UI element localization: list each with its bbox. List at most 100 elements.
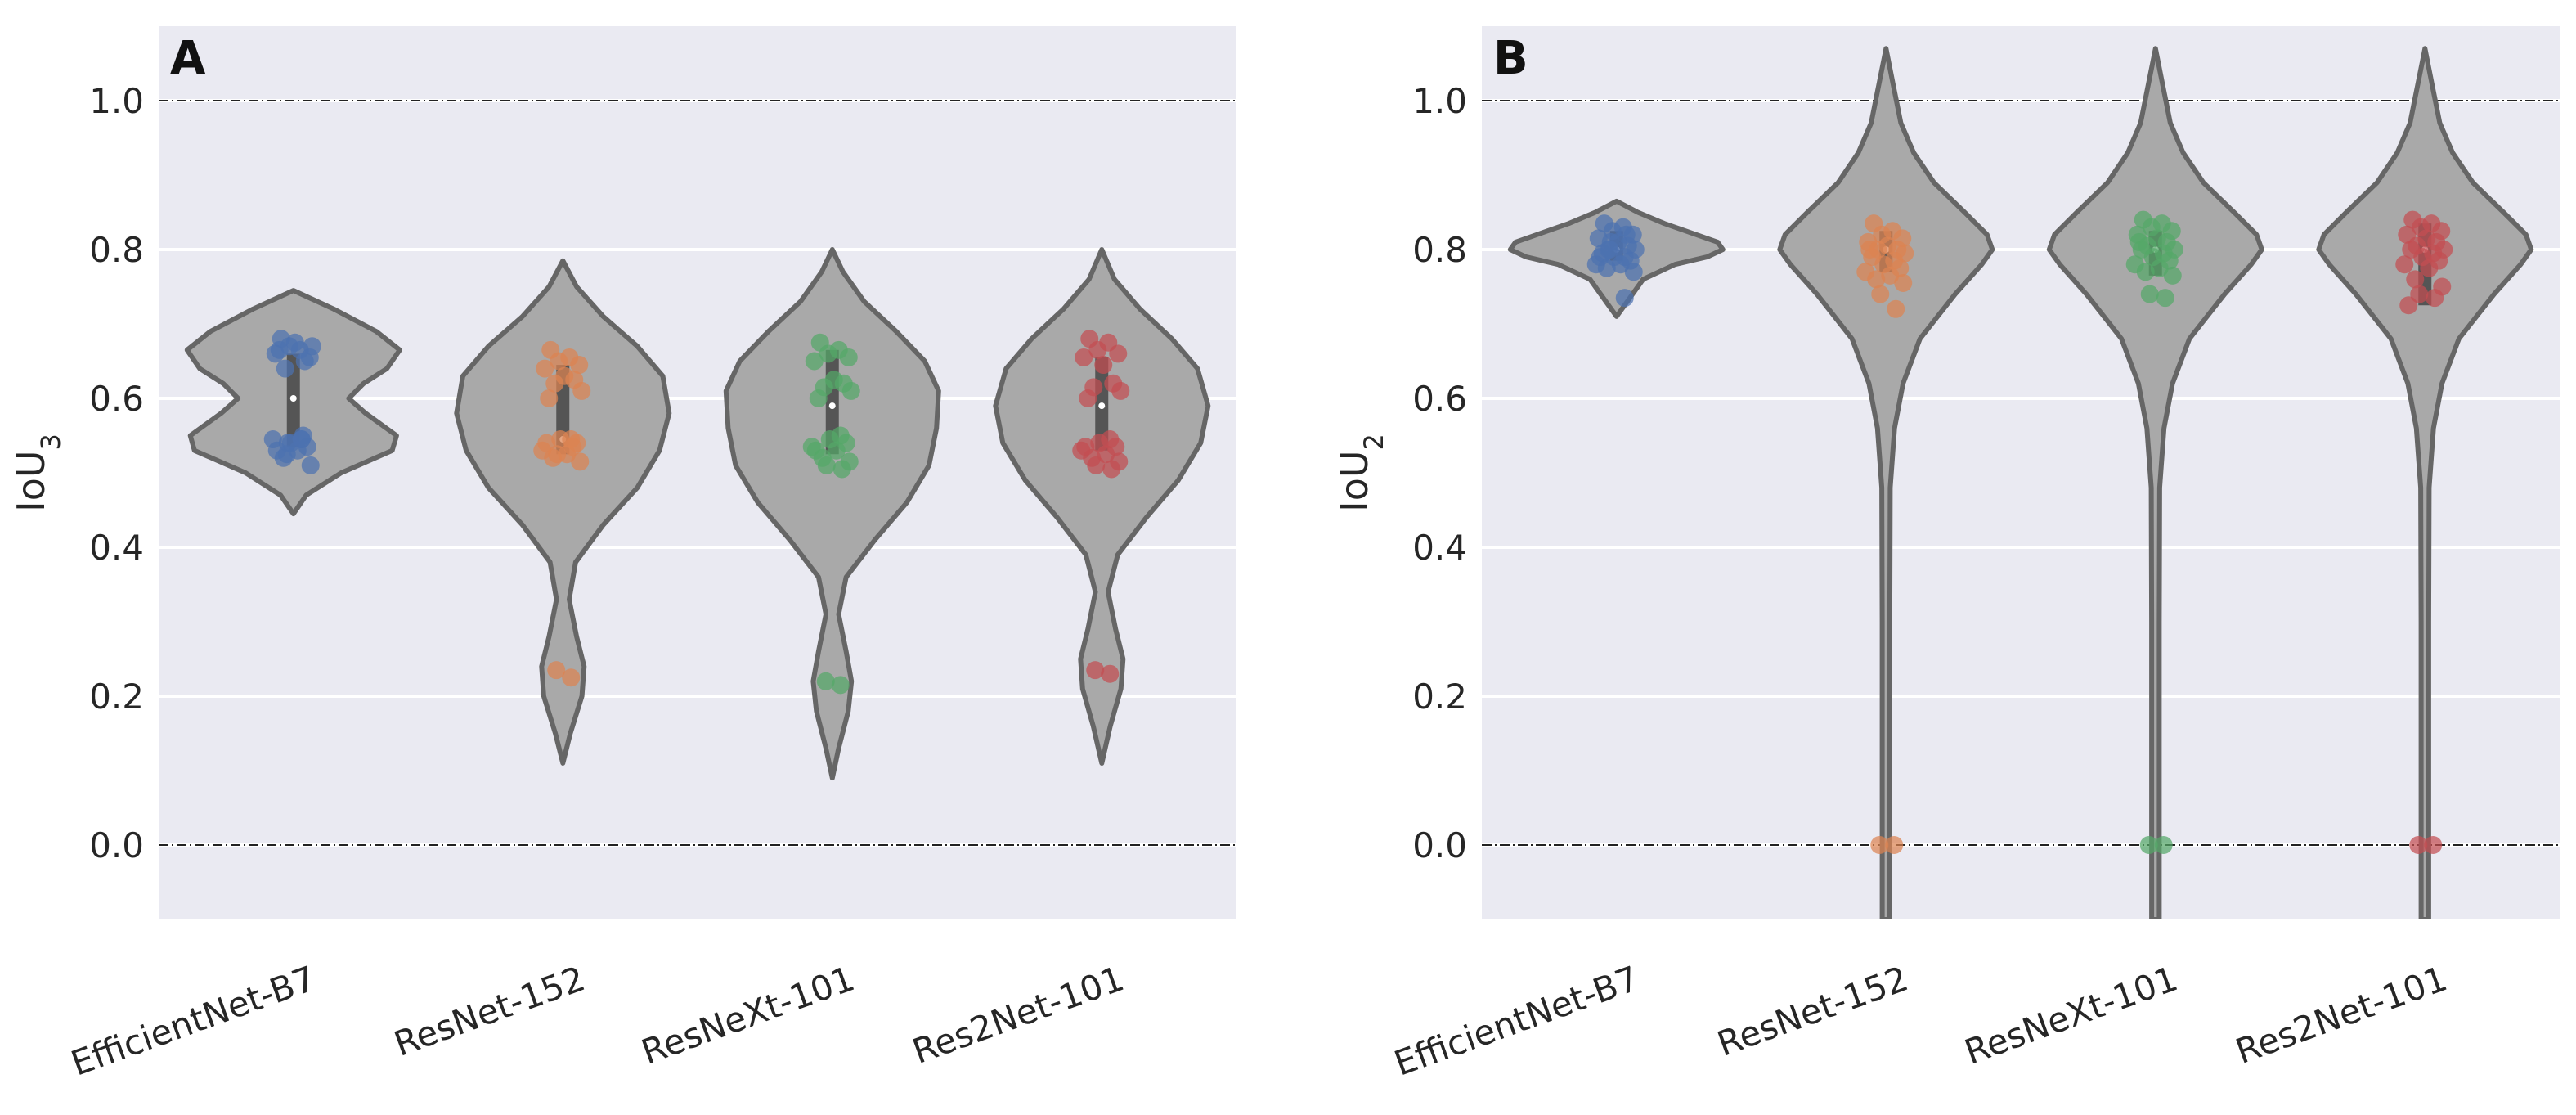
data-point xyxy=(1101,664,1120,683)
x-tick-label: EfficientNet-B7 xyxy=(66,958,321,1083)
data-point xyxy=(2136,263,2155,281)
data-point xyxy=(1881,266,1900,285)
violin-1 xyxy=(1777,46,1995,919)
panel-a: 0.0 0.2 0.4 0.6 0.8 1.0 EfficientNet-B7 ResNet-… xyxy=(9,26,1236,1084)
y-tick-label: 0.0 xyxy=(89,825,144,865)
data-point xyxy=(571,452,590,471)
data-point xyxy=(1111,381,1130,400)
y-tick-label: 0.2 xyxy=(89,677,144,717)
data-point xyxy=(805,352,824,371)
data-point xyxy=(806,441,825,460)
data-point xyxy=(547,661,566,680)
data-point xyxy=(1871,285,1890,303)
violin-median xyxy=(289,395,297,402)
panel-label: A xyxy=(170,32,206,85)
data-point xyxy=(537,434,556,452)
data-point xyxy=(2399,296,2418,315)
data-point xyxy=(1094,356,1113,375)
y-axis-label-main: IoU xyxy=(9,450,53,511)
data-point xyxy=(819,344,837,363)
y-axis-label-subscript: 2 xyxy=(1358,434,1389,450)
data-point xyxy=(2410,285,2429,303)
data-point xyxy=(2163,266,2182,285)
y-axis-label-subscript: 3 xyxy=(35,434,66,450)
data-point xyxy=(841,381,860,400)
data-point xyxy=(545,374,564,393)
data-point xyxy=(277,445,296,464)
data-point xyxy=(1611,255,1630,274)
y-tick-label: 0.8 xyxy=(89,230,144,270)
data-point xyxy=(1867,270,1886,289)
data-point xyxy=(2154,836,2173,854)
violin-2 xyxy=(723,247,941,781)
data-point xyxy=(2395,255,2414,274)
data-point xyxy=(1885,836,1904,854)
data-point xyxy=(1086,661,1105,680)
y-tick-label: 0.0 xyxy=(1412,825,1467,865)
data-point xyxy=(1079,389,1097,407)
data-point xyxy=(301,456,320,474)
data-point xyxy=(2139,836,2158,854)
data-point xyxy=(1624,263,1643,281)
data-point xyxy=(536,359,554,378)
data-point xyxy=(832,460,851,479)
y-axis-label: IoU3 xyxy=(9,434,66,512)
data-point xyxy=(2129,232,2148,251)
y-tick-label: 0.2 xyxy=(1412,677,1467,717)
data-point xyxy=(809,389,828,407)
data-point xyxy=(1894,273,1913,292)
data-point xyxy=(295,352,314,371)
y-axis-label-main: IoU xyxy=(1332,450,1376,511)
y-axis-label: IoU2 xyxy=(1332,434,1389,512)
y-tick-label: 0.4 xyxy=(89,528,144,568)
data-point xyxy=(276,359,294,378)
data-point xyxy=(1615,289,1634,308)
x-tick-label: Res2Net-101 xyxy=(2230,958,2452,1072)
panel-b: 0.0 0.2 0.4 0.6 0.8 1.0 EfficientNet-B7 ResNet-… xyxy=(1332,26,2560,1084)
data-point xyxy=(2156,289,2174,308)
data-point xyxy=(1600,241,1619,259)
x-tick-label: EfficientNet-B7 xyxy=(1389,958,1645,1083)
violin-median xyxy=(1098,402,1106,410)
violin-1 xyxy=(454,258,672,766)
data-point xyxy=(839,348,858,366)
data-point xyxy=(1076,438,1095,456)
data-point xyxy=(1860,241,1879,259)
y-tick-label: 0.8 xyxy=(1412,230,1467,270)
data-point xyxy=(285,333,304,352)
data-point xyxy=(572,381,591,400)
data-point xyxy=(303,337,321,356)
panel-label: B xyxy=(1493,32,1528,85)
y-tick-label: 0.4 xyxy=(1412,528,1467,568)
data-point xyxy=(2420,259,2439,277)
violin-2 xyxy=(2046,46,2264,919)
data-point xyxy=(1870,836,1889,854)
data-point xyxy=(2150,259,2169,277)
violins xyxy=(1507,46,2534,919)
x-tick-label: ResNet-152 xyxy=(1712,958,1914,1064)
data-point xyxy=(817,456,836,474)
data-point xyxy=(1087,456,1106,474)
y-tick-label: 1.0 xyxy=(89,81,144,121)
y-tick-label: 0.6 xyxy=(89,379,144,419)
violin-median xyxy=(828,402,836,410)
x-tick-label: ResNet-152 xyxy=(389,958,590,1064)
data-point xyxy=(563,438,582,456)
data-point xyxy=(2409,836,2428,854)
x-tick-label: Res2Net-101 xyxy=(907,958,1129,1072)
data-point xyxy=(1887,299,1905,318)
violin-3 xyxy=(2316,46,2534,919)
data-point xyxy=(562,668,581,687)
x-tick-label: ResNeXt-101 xyxy=(636,958,859,1072)
data-point xyxy=(2424,836,2443,854)
data-point xyxy=(270,340,289,359)
data-point xyxy=(1088,340,1107,359)
y-tick-label: 0.6 xyxy=(1412,379,1467,419)
data-point xyxy=(540,389,559,407)
data-point xyxy=(548,445,567,464)
data-point xyxy=(816,672,835,690)
data-point xyxy=(570,356,589,375)
data-point xyxy=(550,352,568,371)
data-point xyxy=(1109,344,1128,363)
